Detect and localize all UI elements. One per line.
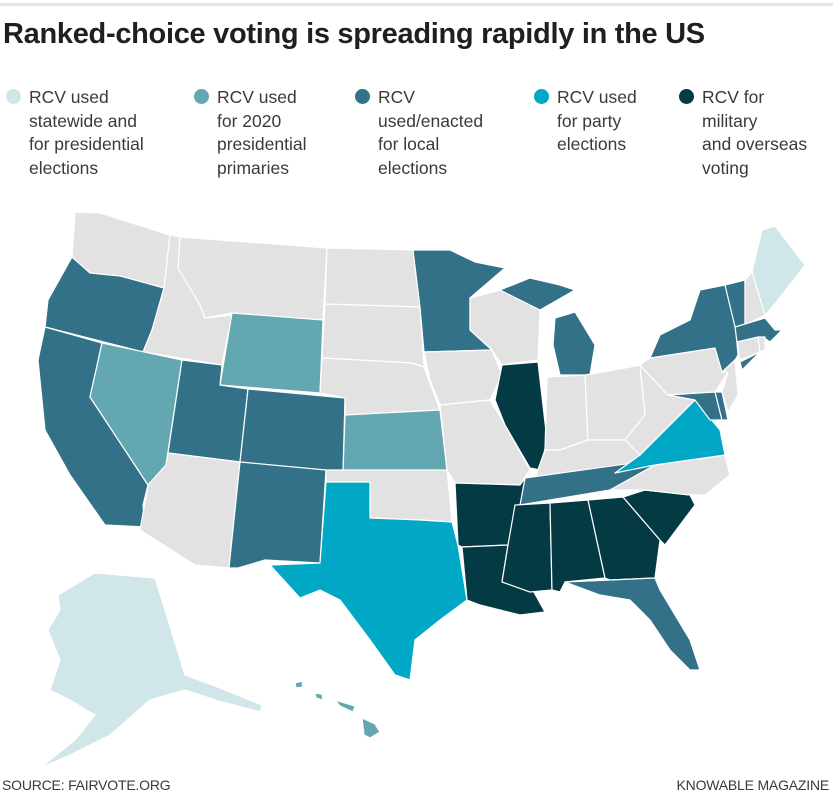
us-map <box>37 211 806 769</box>
legend-item-primaries-2020: RCV used for 2020 presidential primaries <box>194 86 307 180</box>
state-maryland <box>667 391 723 421</box>
legend-label: RCV used for party elections <box>557 87 637 154</box>
legend-label: RCV used for 2020 presidential primaries <box>217 87 307 178</box>
top-rule <box>0 3 833 6</box>
legend-swatch-icon <box>534 89 549 104</box>
state-texas <box>269 481 468 681</box>
state-wyoming <box>219 312 324 394</box>
chart-title: Ranked-choice voting is spreading rapidl… <box>3 18 705 50</box>
legend-item-military: RCV for military and overseas voting <box>679 86 807 180</box>
legend: RCV used statewide and for presidential … <box>0 86 833 186</box>
state-maine <box>751 225 806 316</box>
source-credit: SOURCE: FAIRVOTE.ORG <box>2 777 171 793</box>
state-florida <box>564 577 701 671</box>
state-montana <box>177 236 328 321</box>
state-colorado <box>239 388 346 473</box>
state-delaware <box>714 391 729 421</box>
state-south-dakota <box>321 303 425 368</box>
state-north-dakota <box>324 247 421 308</box>
legend-swatch-icon <box>679 89 694 104</box>
state-rhode-island <box>757 336 766 353</box>
legend-item-statewide: RCV used statewide and for presidential … <box>6 86 144 180</box>
legend-swatch-icon <box>355 89 370 104</box>
publisher-credit: KNOWABLE MAGAZINE <box>676 777 830 793</box>
legend-label: RCV used statewide and for presidential … <box>29 87 144 178</box>
legend-label: RCV used/enacted for local elections <box>378 87 484 178</box>
legend-item-local: RCV used/enacted for local elections <box>355 86 483 180</box>
state-indiana <box>544 374 589 451</box>
legend-label: RCV for military and overseas voting <box>702 87 808 178</box>
state-new-mexico <box>228 461 327 569</box>
state-illinois <box>494 361 548 471</box>
legend-swatch-icon <box>6 89 21 104</box>
legend-swatch-icon <box>194 89 209 104</box>
state-hawaii <box>294 680 381 739</box>
state-kansas <box>342 409 448 473</box>
legend-item-party: RCV used for party elections <box>534 86 637 157</box>
state-alaska <box>39 572 263 769</box>
